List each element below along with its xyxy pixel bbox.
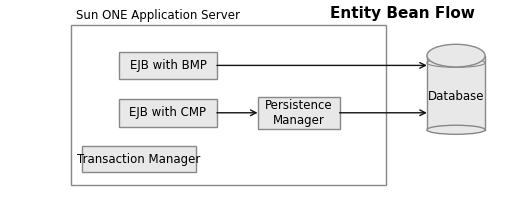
Text: EJB with CMP: EJB with CMP [130,106,206,119]
Bar [82,146,196,172]
Text: Entity Bean Flow: Entity Bean Flow [330,6,475,21]
Text: Transaction Manager: Transaction Manager [77,153,200,166]
Ellipse shape [427,44,485,67]
Bar [119,99,217,127]
Text: Database: Database [428,90,484,103]
Ellipse shape [427,125,485,134]
Bar [71,25,386,185]
Text: Persistence
Manager: Persistence Manager [265,99,332,127]
Bar [119,52,217,79]
Polygon shape [427,56,485,130]
Text: EJB with BMP: EJB with BMP [130,59,206,72]
Bar [258,97,340,129]
Text: Sun ONE Application Server: Sun ONE Application Server [76,9,240,22]
